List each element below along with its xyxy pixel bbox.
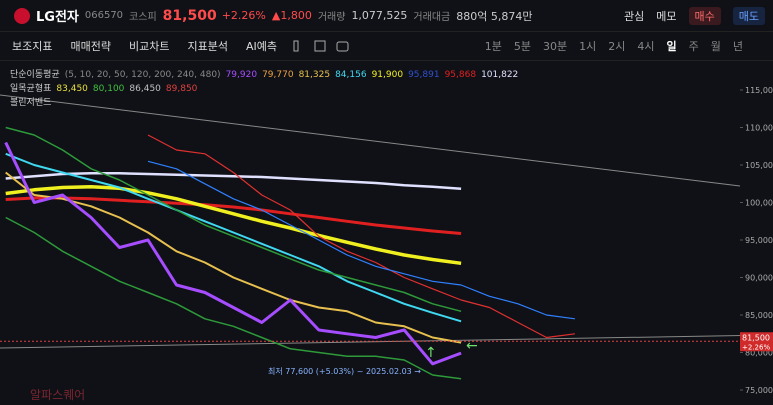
period[interactable]: 30분	[543, 40, 568, 53]
legend-row: 볼린저밴드	[10, 96, 523, 110]
series-line	[147, 134, 575, 339]
stock-code: 066570	[84, 10, 124, 21]
series-line	[5, 216, 462, 380]
logo	[14, 7, 30, 24]
tool-icons[interactable]	[291, 39, 351, 53]
tool[interactable]: 매매전략	[70, 39, 111, 53]
y-tick-label: 85,000	[745, 311, 773, 320]
volume-label: 거래량	[317, 12, 346, 23]
tool[interactable]: AI예측	[245, 39, 277, 53]
volume: 1,077,525	[351, 9, 408, 22]
header: LG전자 066570 코스피 81,500 +2.26% ▲1,800 거래량…	[0, 0, 773, 32]
toolbar: 보조지표 매매전략 비교차트 지표분석 AI예측 1분 5분 30분 1시 2시 4시 일 주…	[0, 31, 773, 61]
series-line	[5, 126, 462, 313]
period[interactable]: 월	[710, 40, 721, 53]
amount-label: 거래대금	[413, 12, 451, 23]
watermark: 알파스퀘어	[30, 388, 85, 402]
stock-name: LG전자	[36, 10, 79, 25]
price-tag	[740, 332, 773, 352]
legend-title: 일목균형표	[10, 84, 52, 94]
legend-value: 95,868	[444, 70, 477, 80]
button[interactable]: 매수	[688, 7, 721, 25]
period[interactable]: 주	[688, 40, 699, 53]
legend-value: 101,822	[481, 70, 519, 80]
chart: ↑ ← 115,000 110,000 105,000 100,000 95,000 90…	[0, 86, 773, 402]
price-tag-change: +2.26%	[742, 343, 770, 351]
period[interactable]: 4시	[637, 40, 655, 53]
y-tick-label: 95,000	[745, 236, 773, 245]
series-line	[5, 172, 462, 191]
period[interactable]: 2시	[608, 40, 626, 53]
series-line	[5, 196, 462, 235]
legend-value: 89,850	[165, 84, 198, 94]
y-tick-label: 90,000	[745, 274, 773, 283]
y-tick-label: 115,000	[745, 86, 773, 95]
series-line	[5, 171, 462, 344]
y-tick-label: 110,000	[745, 124, 773, 133]
legend-value: 83,450	[56, 84, 88, 94]
amount: 880억 5,874만	[456, 9, 533, 23]
legend-value: 80,100	[92, 84, 125, 94]
arrow: ↑	[425, 345, 437, 361]
series-line	[5, 152, 462, 323]
button[interactable]: 메모	[656, 10, 677, 23]
series-line	[147, 160, 575, 320]
legend-row: 단순이동평균 (5, 10, 20, 50, 120, 200, 240, 480…	[10, 68, 523, 82]
arrow: ←	[466, 338, 478, 354]
period[interactable]: 5분	[513, 40, 531, 53]
legend-row: 일목균형표 83,450 80,100 86,450 89,850	[10, 82, 523, 96]
legend-value: 91,900	[371, 70, 404, 80]
legend-value: 79,770	[262, 70, 294, 80]
legend-params: (5, 10, 20, 50, 120, 200, 240, 480)	[64, 70, 221, 80]
y-tick-label: 75,000	[745, 386, 773, 395]
change-abs: ▲1,800	[271, 9, 312, 22]
tool[interactable]: 비교차트	[128, 39, 170, 53]
legend-value: 95,891	[408, 70, 440, 80]
tool[interactable]: 지표분석	[187, 39, 228, 53]
period[interactable]: 일	[666, 40, 677, 53]
button[interactable]: 매도	[732, 7, 765, 25]
trendline	[0, 94, 741, 187]
button[interactable]: 관심	[624, 10, 645, 23]
legend-title: 볼린저밴드	[10, 98, 52, 108]
legend-value: 81,325	[298, 70, 331, 80]
y-tick-label: 80,000	[745, 349, 773, 358]
annotation: 최저 77,600 (+5.03%) ~ 2025.02.03 →	[268, 366, 421, 376]
y-tick-label: 105,000	[745, 161, 773, 170]
chart-area: ↑ ← 115,000 110,000 105,000 100,000 95,000 90…	[0, 60, 773, 402]
price-tag-label: 81,500	[742, 333, 770, 342]
periods: 1분 5분 30분 1시 2시 4시 일 주 월 년	[485, 38, 743, 54]
y-tick-label: 100,000	[745, 199, 773, 208]
legend-title: 단순이동평균	[10, 70, 60, 80]
trendline	[0, 334, 773, 349]
tool[interactable]: 보조지표	[12, 39, 53, 53]
market: 코스피	[129, 12, 157, 23]
series-line	[5, 185, 462, 266]
period[interactable]: 년	[732, 40, 743, 53]
legend-value: 79,920	[225, 70, 258, 80]
legend: 단순이동평균 (5, 10, 20, 50, 120, 200, 240, 480…	[10, 68, 523, 110]
header-buttons: 관심 메모 매수 매도	[624, 7, 765, 25]
change-pct: +2.26%	[221, 9, 266, 22]
legend-value: 84,156	[335, 70, 367, 80]
series-line	[4, 141, 462, 366]
price: 81,500	[162, 7, 217, 24]
period[interactable]: 1시	[579, 40, 597, 53]
period[interactable]: 1분	[484, 40, 502, 53]
legend-value: 86,450	[129, 84, 161, 94]
